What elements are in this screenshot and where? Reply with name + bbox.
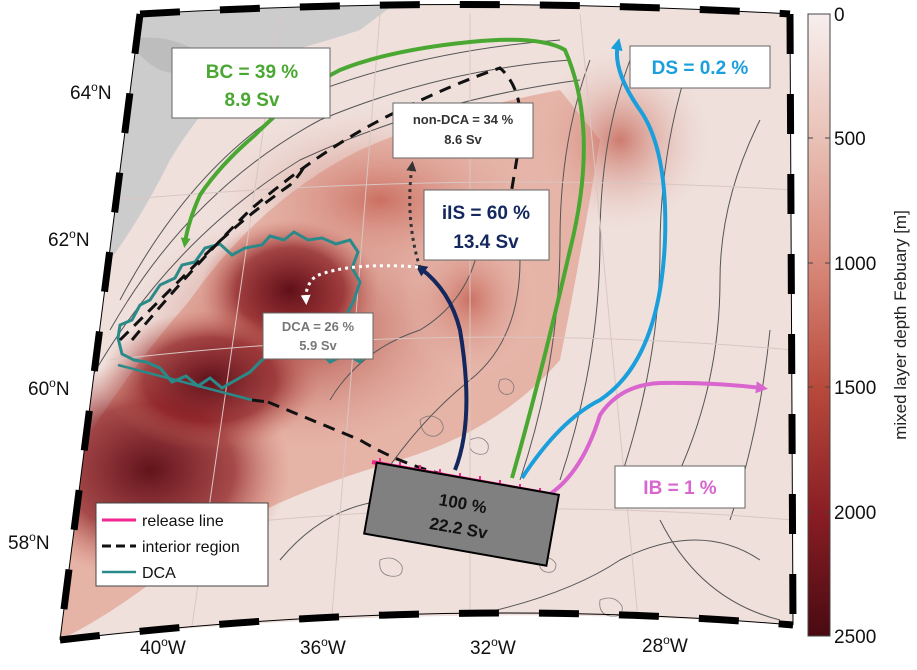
non-dca-label-box: non-DCA = 34 % 8.6 Sv <box>392 102 534 159</box>
ds-label-box: DS = 0.2 % <box>629 45 771 89</box>
release-box: 100 % 22.2 Sv <box>363 461 561 567</box>
dca-base-line <box>117 363 253 402</box>
bc-pathway-arrow <box>180 37 586 479</box>
non-dca-pct-label: non-DCA = 34 % <box>413 112 514 127</box>
colorbar-tick-500: 500 <box>834 129 866 150</box>
bc-label-box: BC = 39 % 8.9 Sv <box>171 47 331 119</box>
latitude-labels: 64oN 62oN 60oN 58oN <box>8 80 112 554</box>
colorbar: 0 500 1000 1500 2000 2500 mixed layer de… <box>807 5 910 648</box>
longitude-labels: 40oW 36oW 32oW 28oW <box>140 633 688 659</box>
ib-pathway-arrow <box>539 380 768 502</box>
lat-label-58: 58oN <box>8 530 50 554</box>
lon-label-40: 40oW <box>140 635 186 659</box>
legend-dca: DCA <box>142 565 176 582</box>
ds-label: DS = 0.2 % <box>652 58 749 79</box>
lon-label-28: 28oW <box>642 633 688 657</box>
dca-sv-label: 5.9 Sv <box>299 338 337 353</box>
ds-pathway-arrow <box>520 38 668 480</box>
legend-interior-region: interior region <box>142 539 240 556</box>
lat-label-62: 62oN <box>48 227 90 251</box>
bc-pct-label: BC = 39 % <box>206 62 299 83</box>
colorbar-tick-2500: 2500 <box>834 627 876 648</box>
ils-pct-label: iIS = 60 % <box>442 203 530 224</box>
ib-label-box: IB = 1 % <box>614 465 746 509</box>
dca-dotted-arrow <box>300 264 419 305</box>
map-legend: release line interior region DCA <box>95 502 269 587</box>
lat-label-60: 60oN <box>28 376 70 400</box>
colorbar-tick-0: 0 <box>834 5 845 26</box>
dca-pct-label: DCA = 26 % <box>282 319 355 334</box>
colorbar-label: mixed layer depth Febuary [m] <box>891 210 910 440</box>
ils-sv-label: 13.4 Sv <box>453 232 519 253</box>
non-dca-sv-label: 8.6 Sv <box>444 132 482 147</box>
ils-label-box: iIS = 60 % 13.4 Sv <box>423 189 550 261</box>
colorbar-tick-1500: 1500 <box>834 378 876 399</box>
colorbar-gradient <box>807 13 831 637</box>
lat-label-64: 64oN <box>70 80 112 104</box>
lon-label-36: 36oW <box>300 635 346 659</box>
map-frame <box>56 1 797 644</box>
ils-pathway-arrow <box>415 264 469 471</box>
non-dca-dotted-arrow <box>406 161 422 269</box>
legend-release-line: release line <box>142 513 224 530</box>
colorbar-tick-2000: 2000 <box>834 503 876 524</box>
dca-outline <box>116 230 370 390</box>
colorbar-tick-1000: 1000 <box>834 254 876 275</box>
lon-label-32: 32oW <box>470 635 516 659</box>
bc-sv-label: 8.9 Sv <box>225 90 280 111</box>
dca-label-box: DCA = 26 % 5.9 Sv <box>262 312 374 360</box>
ib-label: IB = 1 % <box>643 478 716 499</box>
